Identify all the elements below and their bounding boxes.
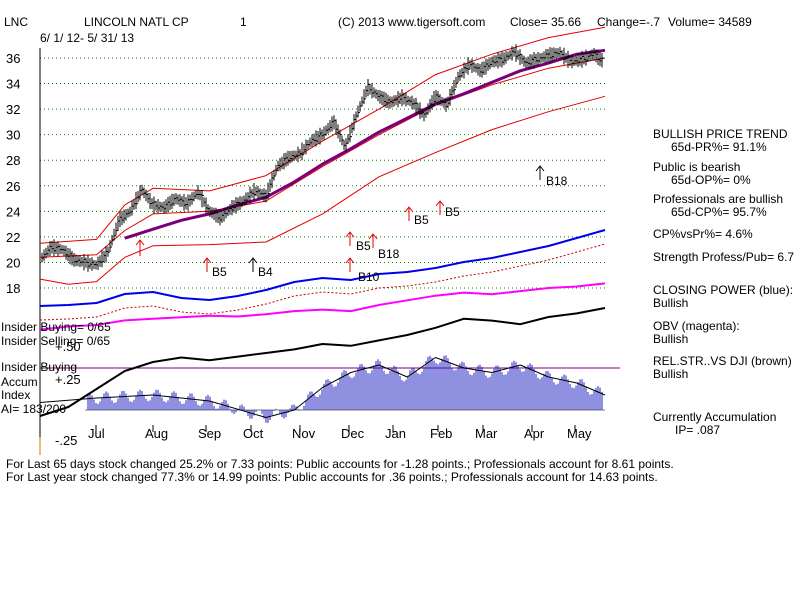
indicator-lines (39, 26, 606, 418)
price-tick-22: 22 (6, 230, 20, 245)
accumulation-bars (87, 355, 603, 423)
month-axis: Jul Aug Sep Oct Nov Dec Jan Feb Mar Apr May (88, 425, 592, 441)
price-tick-36: 36 (6, 51, 20, 66)
closing-power-label: CLOSING POWER (blue): (653, 283, 794, 297)
signal-label-B5: B5 (445, 205, 460, 219)
month-label-Jul: Jul (88, 426, 105, 441)
closing-power-ma (39, 243, 606, 321)
insider-buying-2: Insider Buying (1, 360, 78, 374)
month-label-Aug: Aug (145, 426, 168, 441)
signal-arrow-head (535, 165, 545, 172)
month-label-Nov: Nov (292, 426, 316, 441)
relstr-label: REL.STR..VS DJI (brown) (653, 354, 792, 368)
signal-label-B5: B5 (212, 265, 227, 279)
op-value: 65d-OP%= 0% (671, 173, 751, 187)
signal-arrow-head (345, 231, 355, 238)
relstr-status: Bullish (653, 367, 689, 381)
accum-tick-2: -.25 (55, 433, 77, 448)
date-range: 6/ 1/ 12- 5/ 31/ 13 (40, 31, 135, 45)
signal-label-B18: B18 (378, 247, 400, 261)
price-tick-20: 20 (6, 255, 20, 270)
closing-power-status: Bullish (653, 296, 689, 310)
index-label: Index (1, 388, 31, 402)
ip-value: IP= .087 (675, 423, 721, 437)
month-label-Mar: Mar (475, 426, 498, 441)
insider-buying: Insider Buying= 0/65 (1, 320, 111, 334)
price-tick-32: 32 (6, 102, 20, 117)
relstr-line (39, 307, 606, 417)
lower-band-line (39, 95, 606, 285)
company-name: LINCOLN NATL CP (84, 15, 189, 29)
copyright: (C) 2013 www.tigersoft.com (338, 15, 486, 29)
accum-tick-0: +.50 (55, 339, 81, 354)
signal-arrow-head (135, 239, 145, 246)
price-tick-26: 26 (6, 179, 20, 194)
month-label-Jan: Jan (385, 426, 406, 441)
signal-label-B10: B10 (358, 270, 380, 284)
insider-selling: Insider Selling= 0/65 (1, 334, 111, 348)
signal-arrow-head (404, 206, 414, 213)
chart-number: 1 (240, 15, 247, 29)
signal-arrow-head (345, 257, 355, 264)
price-tick-28: 28 (6, 153, 20, 168)
ticker: LNC (4, 15, 29, 29)
month-label-Apr: Apr (524, 426, 545, 441)
upper-inner-band-line (39, 57, 606, 258)
public-title: Public is bearish (653, 160, 741, 174)
volume-value: Volume= 34589 (668, 15, 752, 29)
footer-year: For Last year stock changed 77.3% or 14.… (6, 470, 658, 484)
cpvspr-value: CP%vsPr%= 4.6% (653, 227, 753, 241)
cp-value: 65d-CP%= 95.7% (671, 205, 767, 219)
strength-value: Strength Profess/Pub= 6.7 (653, 250, 795, 264)
moving-average-line (124, 48, 606, 240)
price-tick-34: 34 (6, 77, 20, 92)
month-label-Oct: Oct (243, 426, 264, 441)
close-value: Close= 35.66 (510, 15, 582, 29)
month-label-May: May (567, 426, 592, 441)
pros-title: Professionals are bullish (653, 192, 784, 206)
obv-line (39, 282, 606, 331)
accumulation-label: Currently Accumulation (653, 410, 777, 424)
signal-label-B5: B5 (356, 239, 371, 253)
price-bars (41, 44, 604, 272)
price-axis-ticks: 18 20 22 24 26 28 30 32 34 36 (6, 51, 20, 296)
month-label-Dec: Dec (341, 426, 365, 441)
change-value: Change=-.7 (597, 15, 661, 29)
signal-arrow-head (435, 200, 445, 207)
accum-ma-line (39, 357, 606, 418)
signal-label-B18: B18 (546, 174, 568, 188)
accum-tick-1: +.25 (55, 372, 81, 387)
closing-power-line (39, 229, 606, 307)
price-tick-24: 24 (6, 204, 20, 219)
signal-label-B5: B5 (414, 213, 429, 227)
ai-value: AI= 183/200 (1, 402, 67, 416)
signal-arrow-head (368, 233, 378, 240)
accum-label: Accum (1, 375, 38, 389)
trend-title: BULLISH PRICE TREND (653, 127, 788, 141)
accum-axis-ticks: +.50 +.25 -.25 (55, 339, 81, 448)
month-label-Sep: Sep (198, 426, 221, 441)
signals: B5 B4 B5 B18 B10 B5 B5 B18 (135, 165, 568, 284)
price-tick-30: 30 (6, 128, 20, 143)
month-label-Feb: Feb (430, 426, 452, 441)
obv-status: Bullish (653, 332, 689, 346)
signal-arrow-head (248, 257, 258, 264)
footer-65d: For Last 65 days stock changed 25.2% or … (6, 457, 674, 471)
signal-arrow-head (202, 257, 212, 264)
price-tick-18: 18 (6, 281, 20, 296)
pr-value: 65d-PR%= 91.1% (671, 140, 767, 154)
signal-label-B4: B4 (258, 265, 273, 279)
obv-label: OBV (magenta): (653, 319, 740, 333)
price-gridlines (40, 57, 605, 289)
